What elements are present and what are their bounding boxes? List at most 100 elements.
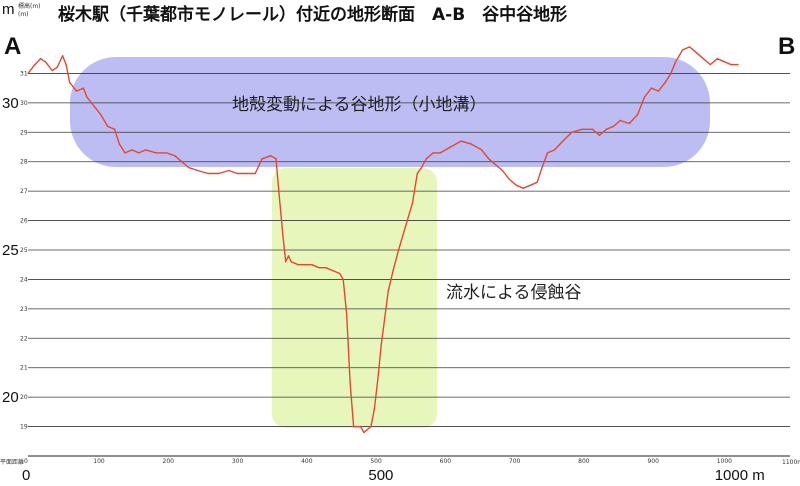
profile-point-89 [591,128,594,130]
profile-point-66 [416,172,418,175]
profile-point-82 [536,181,538,183]
erosion-valley-region [272,168,437,428]
profile-point-12 [93,105,95,107]
y-minor-tick-23: 23 [20,306,28,313]
y-unit-label: m [2,1,15,18]
profile-point-58 [377,378,379,381]
profile-point-26 [197,169,199,172]
y-minor-tick-24: 24 [20,276,28,283]
profile-point-88 [581,128,583,130]
profile-point-96 [643,96,646,98]
profile-point-24 [181,161,183,163]
profile-point-109 [730,63,732,66]
y-minor-tick-25: 25 [20,247,28,254]
profile-point-85 [553,149,556,151]
profile-point-75 [488,158,490,160]
profile-point-40 [290,261,292,263]
profile-point-27 [207,172,209,175]
profile-point-77 [501,169,504,172]
x-minor-tick-900: 900 [647,458,659,465]
profile-point-67 [420,166,423,169]
profile-point-7 [65,63,67,66]
profile-point-4 [51,69,53,72]
x-last-tick-label: 1100m [782,459,800,466]
y-minor-tick-22: 22 [20,335,28,342]
profile-point-68 [425,158,427,160]
profile-point-108 [723,61,725,63]
tectonic-valley-region [70,57,710,167]
profile-point-60 [384,317,386,319]
profile-point-9 [75,90,78,92]
y-minor-tick-20: 20 [20,394,28,401]
profile-point-5 [56,66,58,69]
profile-point-79 [515,184,518,186]
profile-point-0 [27,72,29,75]
profile-point-100 [670,72,672,75]
profile-point-21 [155,152,157,154]
profile-point-74 [481,149,483,151]
y-major-tick-20: 20 [2,389,19,406]
profile-point-93 [619,119,621,122]
y-minor-tick-19: 19 [20,424,28,431]
profile-point-14 [107,125,109,128]
profile-point-106 [709,63,711,66]
profile-point-94 [628,122,630,125]
profile-point-43 [311,264,313,266]
profile-point-15 [113,128,116,130]
x-minor-tick-0: 0 [24,458,28,465]
profile-point-78 [508,178,511,181]
profile-point-92 [612,125,615,128]
profile-point-107 [716,58,718,60]
profile-point-80 [522,187,524,189]
profile-point-28 [217,172,220,175]
profile-point-71 [449,146,452,148]
profile-point-55 [366,428,369,431]
x-minor-tick-600: 600 [440,458,452,465]
profile-point-97 [650,87,653,89]
y-major-tick-30: 30 [2,95,19,112]
profile-point-87 [571,131,573,133]
profile-point-29 [228,169,230,172]
x-minor-tick-800: 800 [578,458,590,465]
y-axis-small-label: 標高(m) [18,2,41,10]
profile-point-33 [261,158,263,160]
point-a-label: A [4,33,21,60]
profile-point-39 [287,255,290,257]
profile-point-38 [285,261,287,263]
x-major-tick-500: 500 [368,467,393,484]
x-major-tick-0: 0 [22,467,30,484]
profile-point-44 [318,267,320,269]
profile-point-83 [541,166,543,169]
x-major-tick-1000: 1000 m [715,467,765,484]
profile-point-51 [352,425,355,428]
profile-point-30 [236,172,238,175]
profile-point-63 [397,249,400,251]
profile-point-23 [174,155,176,157]
profile-point-2 [39,58,42,60]
x-minor-tick-500: 500 [370,458,382,465]
profile-point-84 [546,152,549,154]
profile-point-18 [131,149,133,151]
profile-point-95 [636,113,639,116]
profile-point-42 [304,264,306,266]
profile-point-1 [34,63,36,66]
y-minor-tick-27: 27 [20,188,28,195]
y-minor-tick-28: 28 [20,159,28,166]
profile-point-20 [145,149,147,151]
profile-point-32 [254,172,256,175]
profile-point-3 [44,61,46,63]
profile-point-48 [342,278,344,281]
profile-point-46 [332,269,334,272]
x-unit-small-label: (m) [18,11,29,18]
profile-point-65 [411,202,414,204]
profile-point-103 [688,46,691,48]
profile-point-64 [404,225,407,228]
profile-point-91 [605,128,608,130]
profile-point-70 [439,152,441,154]
profile-point-35 [275,158,277,160]
y-minor-tick-26: 26 [20,218,28,225]
profile-point-37 [282,234,284,236]
y-minor-tick-29: 29 [20,129,28,136]
